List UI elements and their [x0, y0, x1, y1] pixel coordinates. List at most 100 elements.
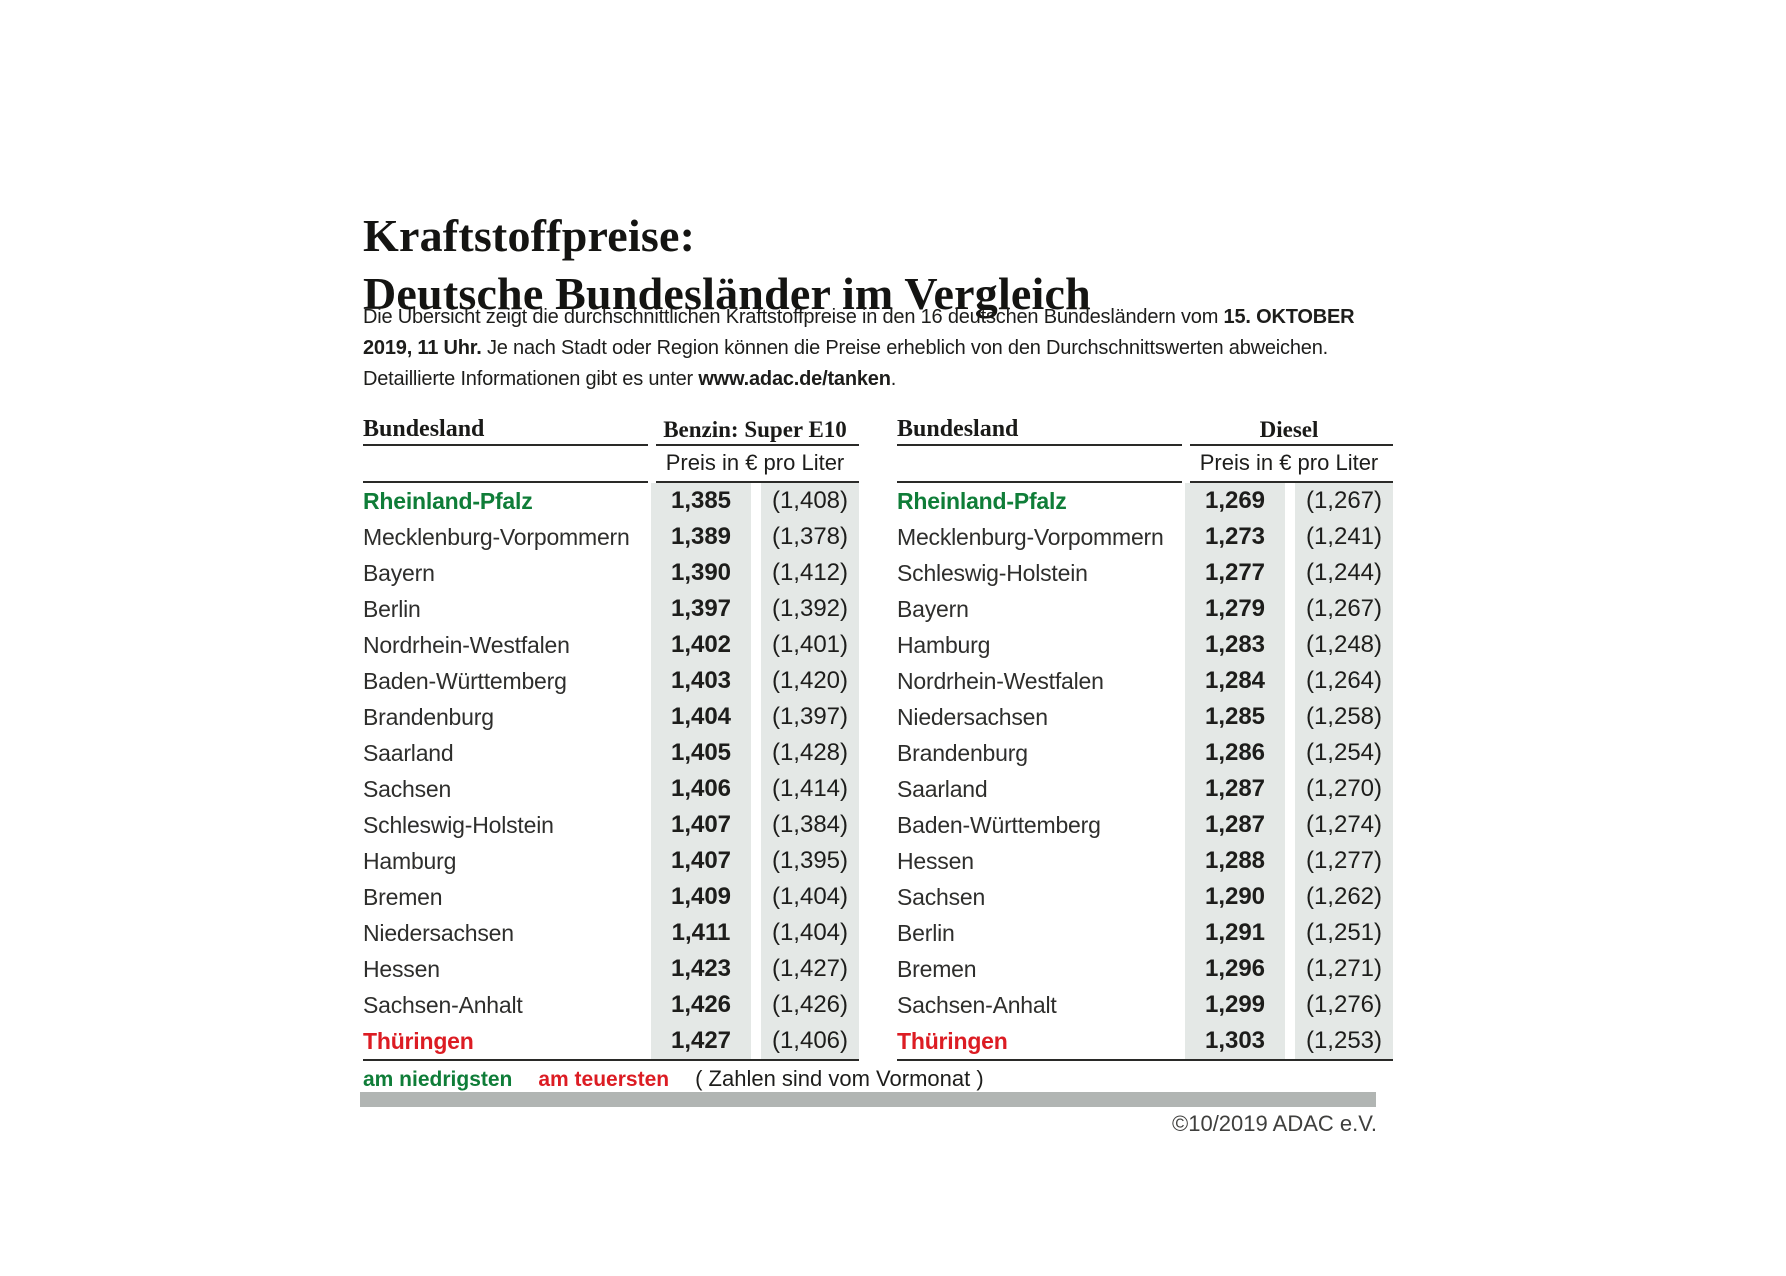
page-title-line-2: Deutsche Bundesländer im Vergleich	[363, 267, 1091, 319]
diesel-subheader: Preis in € pro Liter	[897, 446, 1393, 480]
current-price-cell: 1,409	[651, 879, 751, 915]
state-name-cell: Bayern	[897, 595, 969, 622]
table-row: Thüringen 1,303 (1,253)	[897, 1023, 1393, 1059]
diesel-table: Bundesland Diesel Preis in € pro Liter R…	[897, 413, 1393, 1061]
current-price-cell: 1,291	[1185, 915, 1285, 951]
previous-price-cell: (1,428)	[761, 735, 859, 771]
benzin-table-header: Bundesland Benzin: Super E10	[363, 413, 859, 443]
previous-price-cell: (1,420)	[761, 663, 859, 699]
previous-price-cell: (1,274)	[1295, 807, 1393, 843]
state-name-cell: Baden-Württemberg	[363, 667, 567, 694]
state-name-cell: Sachsen	[897, 883, 986, 910]
table-row: Bremen 1,409 (1,404)	[363, 879, 859, 915]
current-price-cell: 1,288	[1185, 843, 1285, 879]
state-name-cell: Sachsen-Anhalt	[897, 991, 1057, 1018]
page-title-line-1: Kraftstoffpreise:	[363, 209, 696, 261]
column-gap	[751, 591, 761, 627]
table-row: Nordrhein-Westfalen 1,402 (1,401)	[363, 627, 859, 663]
table-row: Sachsen-Anhalt 1,426 (1,426)	[363, 987, 859, 1023]
column-gap	[751, 483, 761, 519]
previous-price-cell: (1,404)	[761, 915, 859, 951]
intro-line-2: 2019, 11 Uhr. Je nach Stadt oder Region …	[363, 337, 1328, 359]
column-gap	[1285, 591, 1295, 627]
column-gap	[751, 879, 761, 915]
previous-price-cell: (1,276)	[1295, 987, 1393, 1023]
table-bottom-rule	[897, 1059, 1393, 1061]
current-price-cell: 1,273	[1185, 519, 1285, 555]
column-gap	[751, 627, 761, 663]
current-price-cell: 1,303	[1185, 1023, 1285, 1059]
price-unit-header: Preis in € pro Liter	[1199, 450, 1379, 475]
current-price-cell: 1,283	[1185, 627, 1285, 663]
previous-price-cell: (1,253)	[1295, 1023, 1393, 1059]
state-name-cell: Schleswig-Holstein	[363, 811, 554, 838]
table-row: Brandenburg 1,286 (1,254)	[897, 735, 1393, 771]
column-gap	[751, 915, 761, 951]
benzin-subheader: Preis in € pro Liter	[363, 446, 859, 480]
previous-price-cell: (1,267)	[1295, 591, 1393, 627]
state-name-cell: Rheinland-Pfalz	[363, 487, 533, 514]
legend-highest-label: am teuersten	[538, 1068, 670, 1091]
benzin-fuel-header: Benzin: Super E10	[663, 417, 847, 442]
column-gap	[751, 843, 761, 879]
current-price-cell: 1,426	[651, 987, 751, 1023]
previous-price-cell: (1,262)	[1295, 879, 1393, 915]
column-gap	[1285, 519, 1295, 555]
copyright-text: ©10/2019 ADAC e.V.	[1172, 1111, 1377, 1136]
column-gap	[751, 987, 761, 1023]
table-row: Niedersachsen 1,285 (1,258)	[897, 699, 1393, 735]
column-gap	[1285, 699, 1295, 735]
previous-price-cell: (1,412)	[761, 555, 859, 591]
column-gap	[1285, 663, 1295, 699]
column-gap	[751, 555, 761, 591]
column-gap	[751, 771, 761, 807]
state-name-cell: Berlin	[897, 919, 955, 946]
table-row: Mecklenburg-Vorpommern 1,273 (1,241)	[897, 519, 1393, 555]
state-name-cell: Bremen	[363, 883, 443, 910]
current-price-cell: 1,404	[651, 699, 751, 735]
previous-price-cell: (1,277)	[1295, 843, 1393, 879]
previous-price-cell: (1,254)	[1295, 735, 1393, 771]
table-row: Bremen 1,296 (1,271)	[897, 951, 1393, 987]
price-unit-header: Preis in € pro Liter	[665, 450, 845, 475]
state-name-cell: Thüringen	[363, 1027, 474, 1054]
diesel-fuel-header: Diesel	[1259, 417, 1319, 442]
diesel-table-header: Bundesland Diesel	[897, 413, 1393, 443]
table-row: Nordrhein-Westfalen 1,284 (1,264)	[897, 663, 1393, 699]
state-name-cell: Hessen	[897, 847, 974, 874]
table-row: Saarland 1,287 (1,270)	[897, 771, 1393, 807]
previous-price-cell: (1,401)	[761, 627, 859, 663]
column-gap	[1285, 771, 1295, 807]
current-price-cell: 1,389	[651, 519, 751, 555]
page-title: Kraftstoffpreise: Deutsche Bundesländer …	[363, 207, 1091, 323]
state-name-cell: Niedersachsen	[363, 919, 514, 946]
column-gap	[1285, 843, 1295, 879]
intro-line-3: Detaillierte Informationen gibt es unter…	[363, 368, 897, 390]
table-row: Sachsen-Anhalt 1,299 (1,276)	[897, 987, 1393, 1023]
previous-price-cell: (1,378)	[761, 519, 859, 555]
table-row: Rheinland-Pfalz 1,385 (1,408)	[363, 483, 859, 519]
table-row: Niedersachsen 1,411 (1,404)	[363, 915, 859, 951]
column-gap	[1285, 951, 1295, 987]
previous-price-cell: (1,271)	[1295, 951, 1393, 987]
table-row: Rheinland-Pfalz 1,269 (1,267)	[897, 483, 1393, 519]
column-gap	[1285, 807, 1295, 843]
column-gap	[751, 735, 761, 771]
column-gap	[751, 807, 761, 843]
current-price-cell: 1,411	[651, 915, 751, 951]
state-name-cell: Hamburg	[363, 847, 457, 874]
current-price-cell: 1,397	[651, 591, 751, 627]
table-row: Hessen 1,288 (1,277)	[897, 843, 1393, 879]
column-gap	[751, 951, 761, 987]
state-name-cell: Saarland	[897, 775, 988, 802]
current-price-cell: 1,287	[1185, 807, 1285, 843]
previous-price-cell: (1,384)	[761, 807, 859, 843]
header-rule	[897, 444, 1393, 446]
table-row: Hamburg 1,283 (1,248)	[897, 627, 1393, 663]
legend-note: ( Zahlen sind vom Vormonat )	[695, 1066, 984, 1091]
current-price-cell: 1,390	[651, 555, 751, 591]
previous-price-cell: (1,404)	[761, 879, 859, 915]
state-name-cell: Nordrhein-Westfalen	[363, 631, 570, 658]
current-price-cell: 1,296	[1185, 951, 1285, 987]
previous-price-cell: (1,406)	[761, 1023, 859, 1059]
